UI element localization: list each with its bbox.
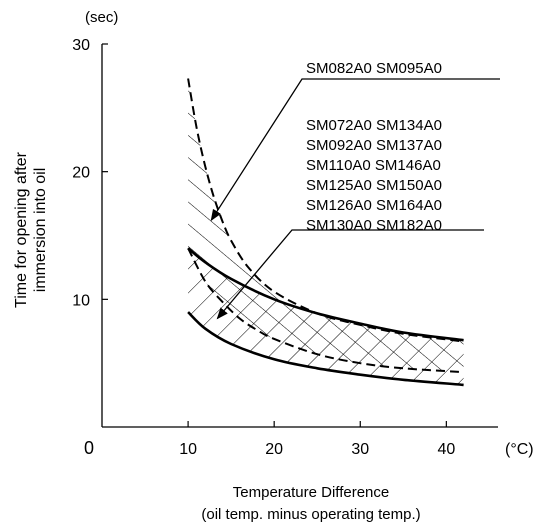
series-label: SM092A0 SM137A0 xyxy=(306,137,442,154)
axes xyxy=(101,43,498,428)
band-2-upper-curve xyxy=(187,247,464,342)
x-axis-title-line-2: (oil temp. minus operating temp.) xyxy=(201,506,420,523)
series-label: SM110A0 SM146A0 xyxy=(306,157,441,174)
origin-label: 0 xyxy=(84,438,94,458)
band-1-upper-curve xyxy=(187,78,464,343)
x-tick-label: 30 xyxy=(351,441,369,458)
series-label: SM072A0 SM134A0 xyxy=(306,117,442,134)
x-axis-title-line-1: Temperature Difference xyxy=(233,484,389,501)
series-label: SM126A0 SM164A0 xyxy=(306,197,442,214)
series-label: SM125A0 SM150A0 xyxy=(306,177,442,194)
x-unit-label: (°C) xyxy=(505,441,534,458)
band-1-lower-curve xyxy=(187,247,464,374)
callout-1-leader xyxy=(210,78,500,222)
y-axis-title-line-1: Time for opening after xyxy=(13,151,30,308)
y-axis-title-line-2: immersion into oil xyxy=(32,168,49,292)
x-tick-label: 10 xyxy=(179,441,197,458)
y-unit-label: (sec) xyxy=(85,9,118,26)
x-tick-label: 40 xyxy=(437,441,455,458)
band-2-lower-curve xyxy=(187,311,464,387)
y-tick-label: 30 xyxy=(72,37,90,54)
band-curves xyxy=(187,78,464,387)
callouts: SM082A0 SM095A0 SM072A0 SM134A0 SM092A0 SM… xyxy=(210,60,500,320)
series-label: SM082A0 SM095A0 xyxy=(306,60,442,77)
series-label: SM130A0 SM182A0 xyxy=(306,217,442,234)
callout-2-leader xyxy=(216,229,484,320)
y-tick-label: 20 xyxy=(72,165,90,182)
y-tick-label: 10 xyxy=(72,292,90,309)
tick-labels: 10 20 30 40 10 20 30 xyxy=(72,37,455,458)
x-tick-label: 20 xyxy=(265,441,283,458)
